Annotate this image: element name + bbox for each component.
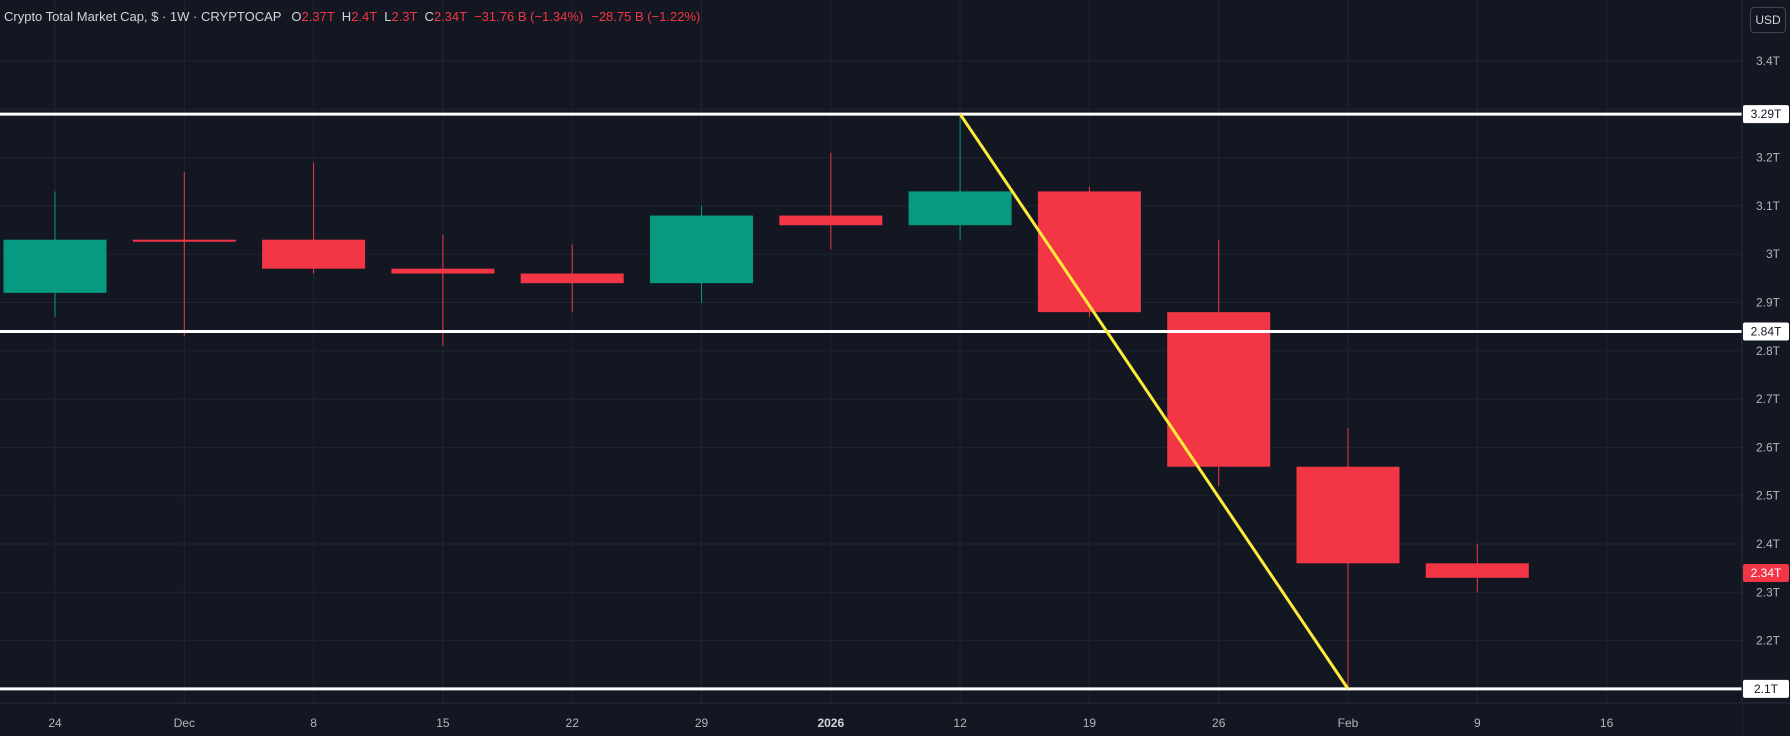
- price-tick-label: 2.5T: [1756, 489, 1781, 503]
- time-axis-labels: 24 Dec 8 15 22 29 2026 12 19 26 Feb 9 16: [48, 716, 1613, 730]
- price-tick-label: 2.2T: [1756, 634, 1781, 648]
- price-tick-label: 3.1T: [1756, 199, 1781, 213]
- candle-body: [779, 215, 883, 226]
- open-value: 2.37T: [301, 9, 335, 24]
- price-tick-label: 2.6T: [1756, 440, 1781, 454]
- candle-body: [1037, 191, 1141, 313]
- time-tick-label: Feb: [1338, 716, 1359, 730]
- currency-button[interactable]: USD: [1750, 7, 1786, 33]
- time-tick-label: 9: [1474, 716, 1481, 730]
- level-tag-bg: [1743, 322, 1789, 341]
- level-tag-bg: [1743, 105, 1789, 124]
- change-value-2: −28.75 B (−1.22%): [591, 9, 701, 24]
- price-tick-label: 2.7T: [1756, 392, 1781, 406]
- time-tick-label: 16: [1600, 716, 1614, 730]
- time-tick-label: 2026: [817, 716, 844, 730]
- time-tick-label: 15: [436, 716, 450, 730]
- level-tag-bg: [1743, 679, 1789, 698]
- time-tick-label: 29: [695, 716, 709, 730]
- close-label: C: [424, 9, 434, 24]
- time-tick-label: 12: [953, 716, 967, 730]
- change-value: −31.76 B (−1.34%): [474, 9, 584, 24]
- price-tick-label: 3.2T: [1756, 151, 1781, 165]
- time-axis-bg[interactable]: [0, 703, 1742, 736]
- candles: [3, 114, 1529, 689]
- trendline-layer[interactable]: [958, 113, 1350, 690]
- low-value: 2.3T: [391, 9, 418, 24]
- candle-body: [650, 215, 753, 284]
- level-tag-label: 2.1T: [1754, 682, 1779, 696]
- candle-body: [908, 191, 1012, 226]
- level-tag-label: 2.84T: [1751, 324, 1782, 338]
- last-price-tag-bg: [1743, 563, 1789, 582]
- low-label: L: [384, 9, 392, 24]
- price-axis-labels: 2.2T 2.3T 2.4T 2.5T 2.6T 2.7T 2.8T 2.9T 3T 3.1T 3.…: [1756, 54, 1781, 648]
- price-tags: 3.29T 2.84T 2.1T 2.34T: [1743, 105, 1789, 698]
- candle-body: [1167, 312, 1271, 467]
- last-price-tag-label: 2.34T: [1751, 566, 1782, 580]
- time-tick-label: 19: [1083, 716, 1097, 730]
- trendline[interactable]: [958, 113, 1350, 690]
- time-tick-label: Dec: [174, 716, 195, 730]
- candle-body: [132, 239, 236, 242]
- candle-body: [262, 239, 366, 269]
- level-tag-label: 3.29T: [1751, 107, 1782, 121]
- time-tick-label: 24: [48, 716, 62, 730]
- candle-body: [1425, 563, 1529, 578]
- time-tick-label: 26: [1212, 716, 1226, 730]
- candle-body: [3, 239, 107, 293]
- time-tick-label: 8: [310, 716, 317, 730]
- price-tick-label: 2.9T: [1756, 296, 1781, 310]
- close-value: 2.34T: [433, 9, 468, 24]
- open-label: O: [291, 9, 302, 24]
- price-tick-label: 2.4T: [1756, 537, 1781, 551]
- grid: [0, 0, 1742, 703]
- time-tick-label: 22: [566, 716, 580, 730]
- price-tick-label: 2.8T: [1756, 344, 1781, 358]
- high-value: 2.4T: [351, 9, 378, 24]
- horizontal-levels[interactable]: [0, 112, 1742, 691]
- symbol-title[interactable]: Crypto Total Market Cap, $ · 1W · CRYPTO…: [4, 9, 282, 24]
- price-tick-label: 3.4T: [1756, 54, 1781, 68]
- candle-body: [1296, 466, 1400, 564]
- candle-body: [520, 273, 624, 284]
- price-tick-label: 2.3T: [1756, 585, 1781, 599]
- chart-legend: Crypto Total Market Cap, $ · 1W · CRYPTO…: [4, 9, 708, 24]
- price-tick-label: 3T: [1766, 247, 1781, 261]
- high-label: H: [341, 9, 352, 24]
- candle-body: [391, 268, 495, 274]
